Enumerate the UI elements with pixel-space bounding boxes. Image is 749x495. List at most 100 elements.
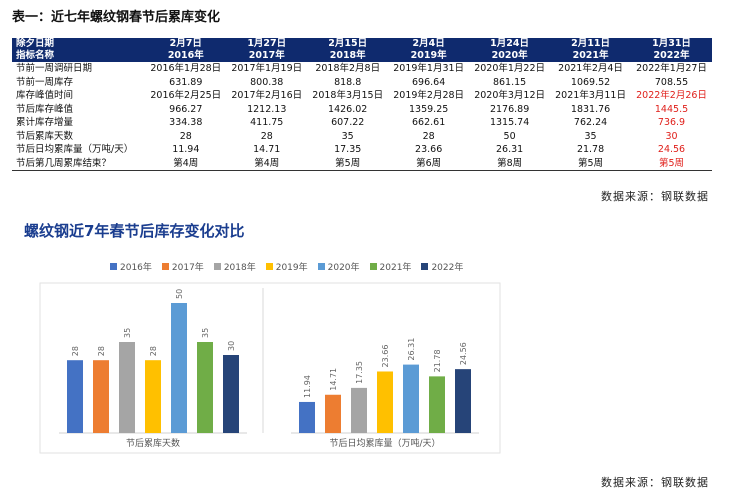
- column-header: 2月11日 2021年: [550, 38, 632, 62]
- data-label: 11.94: [303, 375, 312, 398]
- table-cell: 2176.89: [489, 103, 530, 115]
- table-cell: 411.75: [250, 117, 284, 129]
- bar: [67, 360, 83, 433]
- table-cell: 第5周: [631, 156, 712, 171]
- table-cell: 1426.02: [328, 103, 368, 115]
- table-row: 节前一周库存 631.89 800.38 818.8 696.64 861.15 1069.…: [12, 76, 712, 90]
- table-cell: 708.55: [654, 76, 689, 88]
- table-cell: 2022年2月26日: [636, 90, 707, 102]
- bar: [223, 355, 239, 433]
- table-header-row: 除夕日期 指标名称 2月7日 2016年 1月27日 2017年 2月15日 2018…: [12, 38, 712, 62]
- legend-label: 2022年: [431, 263, 464, 273]
- data-label: 30: [227, 341, 236, 351]
- column-header: 1月31日 2022年: [631, 38, 712, 62]
- table-cell: 第6周: [388, 156, 470, 171]
- table-cell: 28: [179, 130, 192, 142]
- legend-item: 2016年: [110, 260, 152, 273]
- bar: [171, 303, 187, 433]
- data-label: 14.71: [329, 368, 338, 391]
- legend-item: 2020年: [317, 260, 360, 273]
- bar: [325, 394, 341, 433]
- bar: [455, 369, 471, 433]
- chart-frame: [39, 282, 501, 454]
- table-cell: 2021年3月11日: [555, 90, 626, 102]
- data-label: 23.66: [381, 345, 390, 368]
- data-label: 17.35: [355, 361, 364, 384]
- table-body: 节前一周调研日期 2016年1月28日 2017年1月19日 2018年2月8日 201…: [12, 62, 712, 171]
- row-label: 节后累库天数: [16, 130, 74, 142]
- table-cell: 21.78: [576, 144, 605, 156]
- table-cell: 966.27: [169, 103, 203, 115]
- x-axis-label: 节后日均累库量（万吨/天）: [329, 437, 440, 449]
- table-cell: 736.9: [657, 117, 686, 129]
- bar: [429, 376, 445, 433]
- table-row: 累计库存增量 334.38 411.75 607.22 662.61 1315.74 762…: [12, 116, 712, 130]
- x-axis-label: 节后累库天数: [126, 437, 180, 449]
- table-cell: 1069.52: [570, 76, 611, 88]
- legend-swatch: [369, 263, 377, 270]
- column-header: 2月4日 2019年: [388, 38, 470, 62]
- data-label: 21.78: [433, 349, 442, 372]
- table-row: 节后日均累库量（万吨/天） 11.94 14.71 17.35 23.66 26.31 21…: [12, 143, 712, 157]
- spring-festival-inventory-table: 除夕日期 指标名称 2月7日 2016年 1月27日 2017年 2月15日 2018…: [12, 38, 712, 171]
- bar: [93, 360, 109, 433]
- data-source-note-bottom: 数据来源：钢联数据: [601, 476, 709, 489]
- legend-label: 2017年: [171, 263, 204, 273]
- column-header: 2月15日 2018年: [307, 38, 389, 62]
- row-label: 节前一周库存: [16, 76, 74, 88]
- table-cell: 24.56: [657, 144, 686, 156]
- table-cell: 2018年3月15日: [312, 90, 384, 102]
- table-row: 库存峰值时间 2016年2月25日 2017年2月16日 2018年3月15日 2019…: [12, 89, 712, 103]
- data-label: 50: [175, 289, 184, 299]
- table-cell: 30: [665, 130, 678, 142]
- row-label: 节前一周调研日期: [16, 63, 93, 75]
- table-cell: 2019年2月28日: [393, 90, 465, 102]
- table-cell: 14.71: [253, 144, 281, 156]
- legend-swatch: [421, 263, 429, 270]
- legend-item: 2017年: [161, 260, 204, 273]
- data-label: 35: [201, 328, 210, 338]
- bar: [351, 387, 367, 433]
- legend-swatch: [265, 263, 273, 270]
- data-label: 35: [123, 328, 132, 338]
- table-cell: 2020年3月12日: [474, 90, 545, 102]
- column-header: 1月27日 2017年: [226, 38, 308, 62]
- table-row: 节后累库天数 28 28 35 28 50 35 30: [12, 130, 712, 144]
- table-cell: 800.38: [250, 76, 284, 88]
- bar: [197, 342, 213, 433]
- legend-label: 2020年: [327, 263, 360, 273]
- table-cell: 第5周: [550, 156, 632, 171]
- corner-top-label: 除夕日期: [16, 38, 55, 49]
- table-cell: 17.35: [334, 144, 362, 156]
- table-cell: 28: [260, 130, 273, 142]
- table-cell: 607.22: [331, 117, 365, 129]
- row-label: 累计库存增量: [16, 117, 74, 129]
- legend-swatch: [213, 263, 221, 270]
- table-cell: 11.94: [172, 144, 200, 156]
- table-cell: 2017年1月19日: [231, 63, 303, 75]
- legend-label: 2016年: [120, 263, 152, 273]
- data-label: 28: [97, 346, 106, 356]
- table-cell: 762.24: [573, 117, 608, 129]
- table-cell: 2019年1月31日: [393, 63, 465, 75]
- table-title: 表一：近七年螺纹钢春节后累库变化: [12, 10, 221, 25]
- table-cell: 50: [503, 130, 516, 142]
- table-row: 节前一周调研日期 2016年1月28日 2017年1月19日 2018年2月8日 201…: [12, 62, 712, 76]
- bar: [145, 360, 161, 433]
- bar: [119, 342, 135, 433]
- table-cell: 696.64: [412, 76, 446, 88]
- table-cell: 第4周: [145, 156, 227, 171]
- table-cell: 1212.13: [247, 103, 287, 115]
- table-cell: 1831.76: [570, 103, 611, 115]
- table-cell: 26.31: [496, 144, 524, 156]
- legend-item: 2019年: [265, 260, 308, 273]
- column-header: 1月24日 2020年: [469, 38, 551, 62]
- legend-label: 2021年: [379, 263, 412, 273]
- table-cell: 1315.74: [489, 117, 530, 129]
- table-row: 节后库存峰值 966.27 1212.13 1426.02 1359.25 2176.89…: [12, 103, 712, 117]
- chart-legend: 2016年 2017年 2018年 2019年 2020年 2021年 2022年: [110, 260, 463, 273]
- legend-swatch: [161, 263, 169, 270]
- table-cell: 1359.25: [409, 103, 449, 115]
- column-header: 2月7日 2016年: [145, 38, 227, 62]
- chart-title: 螺纹钢近7年春节后库存变化对比: [24, 222, 245, 240]
